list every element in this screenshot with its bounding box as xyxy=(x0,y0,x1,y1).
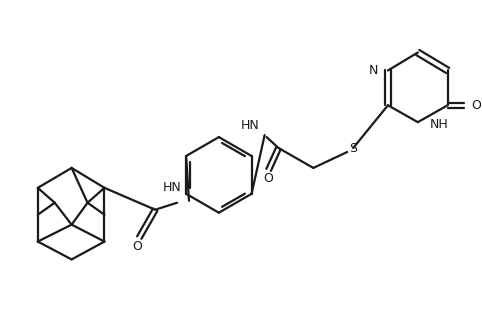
Text: S: S xyxy=(349,142,357,154)
Text: O: O xyxy=(133,240,142,253)
Text: N: N xyxy=(369,64,378,77)
Text: HN: HN xyxy=(163,181,182,194)
Text: NH: NH xyxy=(430,118,448,131)
Text: O: O xyxy=(471,99,482,112)
Text: O: O xyxy=(264,172,273,185)
Text: HN: HN xyxy=(241,119,259,132)
